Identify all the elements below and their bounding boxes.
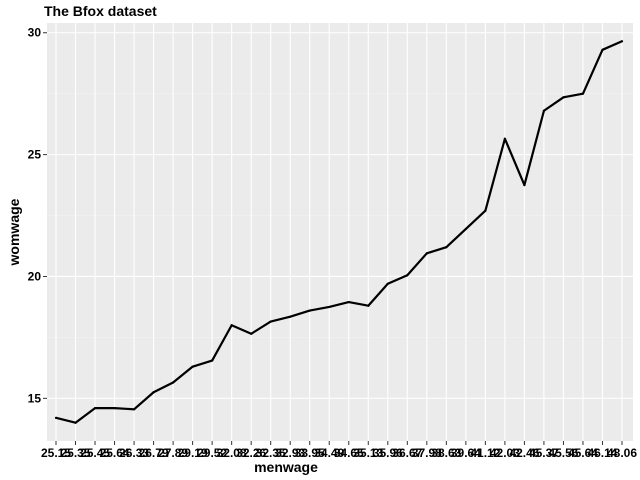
- data-point: [74, 421, 77, 424]
- x-tick-label: 45.37: [529, 446, 559, 460]
- data-point: [230, 324, 233, 327]
- x-tick-label: 37.98: [412, 446, 442, 460]
- x-axis: 25.1525.3525.4525.6426.3326.7927.8929.19…: [41, 441, 637, 460]
- data-point: [211, 359, 214, 362]
- x-tick-label: 42.46: [509, 446, 539, 460]
- data-point: [93, 406, 97, 410]
- x-tick-label: 34.65: [334, 446, 364, 460]
- data-point: [445, 246, 448, 249]
- data-point: [289, 315, 292, 318]
- data-point: [347, 300, 350, 304]
- data-point: [386, 282, 389, 285]
- x-tick-label: 45.64: [568, 446, 598, 460]
- data-point: [132, 408, 136, 411]
- x-tick-label: 38.63: [431, 446, 461, 460]
- data-point: [152, 391, 155, 394]
- data-point: [367, 304, 370, 307]
- data-point: [191, 365, 194, 368]
- data-point: [523, 183, 526, 187]
- data-point: [54, 416, 58, 419]
- data-point: [406, 274, 409, 277]
- x-tick-label: 45.56: [548, 446, 578, 460]
- x-tick-label: 29.52: [197, 446, 227, 460]
- chart-title: The Bfox dataset: [44, 3, 157, 19]
- data-point: [581, 92, 585, 95]
- y-axis: 15 20 25 30: [28, 26, 47, 405]
- x-tick-label: 32.08: [217, 446, 247, 460]
- data-point: [425, 252, 428, 255]
- x-tick-label: 32.26: [236, 446, 266, 460]
- data-point: [464, 227, 467, 231]
- data-point: [113, 406, 116, 410]
- series-layer: [54, 40, 624, 424]
- y-tick-label: 25: [28, 148, 42, 162]
- data-point: [172, 381, 175, 384]
- x-tick-label: 25.15: [41, 446, 71, 460]
- x-tick-label: 35.13: [353, 446, 383, 460]
- x-tick-label: 27.89: [158, 446, 188, 460]
- x-tick-label: 25.64: [100, 446, 130, 460]
- x-tick-label: 32.93: [275, 446, 305, 460]
- x-tick-label: 39.64: [451, 446, 481, 460]
- x-tick-label: 34.49: [314, 446, 344, 460]
- data-point: [269, 320, 272, 323]
- data-point: [601, 48, 604, 51]
- data-point: [250, 332, 253, 335]
- x-tick-label: 26.79: [139, 446, 169, 460]
- x-tick-label: 33.95: [295, 446, 325, 460]
- data-point: [308, 309, 311, 312]
- x-tick-label: 46.14: [587, 446, 617, 460]
- x-tick-label: 29.19: [178, 446, 208, 460]
- data-point: [620, 40, 624, 43]
- y-tick-label: 15: [28, 391, 42, 405]
- x-tick-label: 25.35: [61, 446, 91, 460]
- x-tick-label: 32.35: [256, 446, 286, 460]
- x-tick-label: 48.06: [607, 446, 637, 460]
- y-tick-label: 30: [28, 26, 42, 40]
- x-tick-label: 41.12: [470, 446, 500, 460]
- data-point: [503, 137, 506, 140]
- data-point: [328, 305, 331, 309]
- grid-lines: [47, 23, 633, 441]
- x-axis-title: menwage: [254, 459, 318, 475]
- data-point: [562, 96, 565, 99]
- womwage-series-line: [55, 40, 623, 424]
- x-tick-label: 26.33: [119, 446, 149, 460]
- x-tick-label: 25.45: [80, 446, 110, 460]
- x-tick-label: 42.03: [490, 446, 520, 460]
- y-tick-label: 20: [28, 269, 42, 283]
- plot-panel: [47, 23, 633, 441]
- data-point: [484, 209, 487, 212]
- x-tick-label: 35.96: [373, 446, 403, 460]
- data-point: [542, 109, 546, 112]
- x-tick-label: 36.67: [392, 446, 422, 460]
- y-axis-title: womwage: [6, 198, 22, 266]
